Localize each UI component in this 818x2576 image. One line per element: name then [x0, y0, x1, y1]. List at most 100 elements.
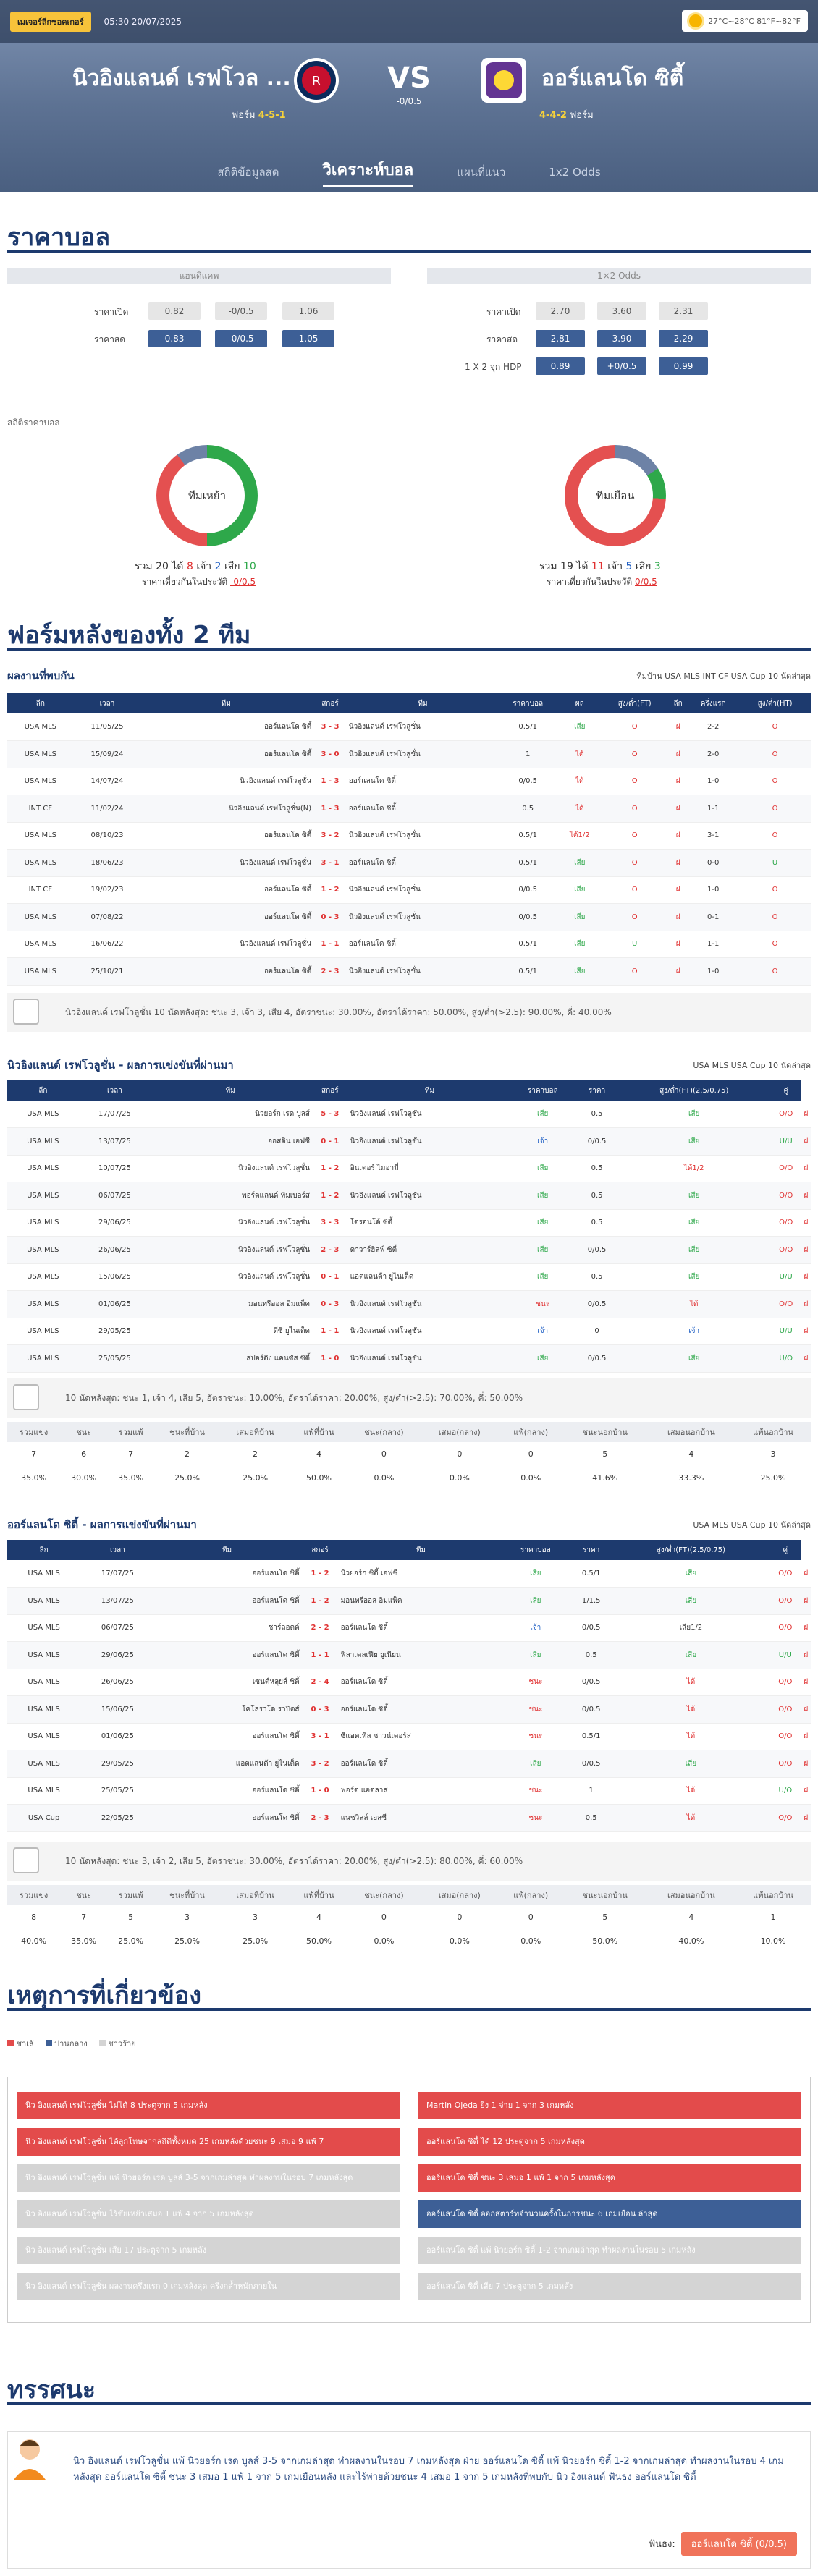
table-row[interactable]: USA MLS 29/05/25 แอตแลนต้า ยูไนเต็ด 3 - 2 ออ… [7, 1750, 811, 1778]
table-row[interactable]: USA MLS 07/08/22 ออร์แลนโด ซิตี้ 0 - 3 นิวอิ… [7, 903, 811, 931]
table-row[interactable]: USA MLS 29/06/25 ออร์แลนโด ซิตี้ 1 - 1 ฟิลาเ… [7, 1641, 811, 1669]
table-cell[interactable]: ดีซี ยูไนเต็ด [151, 1318, 311, 1345]
home-team-crest[interactable]: R [294, 58, 339, 103]
table-cell[interactable]: ออร์แลนโด ซิตี้ [348, 768, 497, 795]
odds-value[interactable]: 0.89 [536, 357, 585, 375]
table-cell[interactable]: นิวยอร์ก เรด บูลส์ [151, 1101, 311, 1128]
odds-value[interactable]: 0.83 [148, 330, 201, 347]
event-item[interactable]: ออร์แลนโด ซิตี้ ชนะ 3 เสมอ 1 แพ้ 1 จาก 5… [418, 2164, 801, 2192]
table-cell[interactable]: นิวอิงแลนด์ เรฟโวลูชั่น [151, 1263, 311, 1291]
table-cell[interactable]: ออร์แลนโด ซิตี้ [154, 1723, 300, 1750]
table-row[interactable]: USA MLS 06/07/25 พอร์ตแลนด์ ทิมเบอร์ส 1 - 2… [7, 1182, 811, 1210]
table-row[interactable]: USA MLS 15/09/24 ออร์แลนโด ซิตี้ 3 - 0 นิวอิ… [7, 740, 811, 768]
event-item[interactable]: ออร์แลนโด ซิตี้ แพ้ นิวยอร์ก ซิตี้ 1-2 จ… [418, 2237, 801, 2264]
odds-value[interactable]: -0/0.5 [215, 302, 267, 320]
table-row[interactable]: USA MLS 29/05/25 ดีซี ยูไนเต็ด 1 - 1 นิวอิงแ… [7, 1318, 811, 1345]
table-cell[interactable]: นิวอิงแลนด์ เรฟโวลูชั่น [348, 822, 497, 850]
table-row[interactable]: USA MLS 17/07/25 ออร์แลนโด ซิตี้ 1 - 2 นิวยอ… [7, 1560, 811, 1588]
table-cell[interactable]: นิวอิงแลนด์ เรฟโวลูชั่น [151, 1155, 311, 1182]
odds-value[interactable]: -0/0.5 [215, 330, 267, 347]
table-cell[interactable]: นิวอิงแลนด์ เรฟโวลูชั่น(N) [140, 795, 312, 823]
table-cell[interactable]: ชาร์ลอตต์ [154, 1614, 300, 1642]
odds-value[interactable]: 0.99 [659, 357, 708, 375]
table-cell[interactable]: นิวอิงแลนด์ เรฟโวลูชั่น [348, 876, 497, 904]
table-row[interactable]: USA MLS 18/06/23 นิวอิงแลนด์ เรฟโวลูชั่น 3 … [7, 849, 811, 877]
table-row[interactable]: INT CF 19/02/23 ออร์แลนโด ซิตี้ 1 - 2 นิวอิง… [7, 876, 811, 904]
table-row[interactable]: USA MLS 29/06/25 นิวอิงแลนด์ เรฟโวลูชั่น 3 … [7, 1209, 811, 1237]
table-row[interactable]: USA MLS 15/06/25 โคโลราโด ราปิดส์ 0 - 3 ออร์… [7, 1695, 811, 1724]
table-row[interactable]: USA Cup 22/05/25 ออร์แลนโด ซิตี้ 2 - 3 แนชวิ… [7, 1804, 811, 1832]
event-item[interactable]: นิว อิงแลนด์ เรฟโวลูชั่น ผลงานครึ่งแรก 0… [17, 2273, 400, 2300]
table-cell[interactable]: ออร์แลนโด ซิตี้ [140, 713, 312, 741]
table-cell[interactable]: ออร์แลนโด ซิตี้ [140, 903, 312, 931]
table-cell[interactable]: นิวยอร์ก ซิตี้ เอฟซี [340, 1560, 502, 1588]
odds-value[interactable]: 2.29 [659, 330, 708, 347]
table-cell[interactable]: อินเตอร์ ไมอามี่ [350, 1155, 510, 1182]
odds-value[interactable]: 0.82 [148, 302, 201, 320]
tab-1x2-odds[interactable]: 1x2 Odds [549, 165, 601, 179]
table-cell[interactable]: นิวอิงแลนด์ เรฟโวลูชั่น [348, 957, 497, 986]
table-cell[interactable]: แอตแลนต้า ยูไนเต็ด [154, 1750, 300, 1778]
event-item[interactable]: Martin Ojeda ยิง 1 จ่าย 1 จาก 3 เกมหลัง [418, 2092, 801, 2119]
table-cell[interactable]: ออร์แลนโด ซิตี้ [340, 1669, 502, 1696]
table-row[interactable]: USA MLS 26/06/25 เซนต์หลุยส์ ซิตี้ 2 - 4 ออร… [7, 1669, 811, 1696]
table-row[interactable]: USA MLS 25/05/25 สปอร์ติง แคนซัส ซิตี้ 1 - … [7, 1344, 811, 1373]
table-row[interactable]: USA MLS 01/06/25 มอนทรีออล อิมแพ็ค 0 - 3 นิว… [7, 1290, 811, 1318]
table-cell[interactable]: นิวอิงแลนด์ เรฟโวลูชั่น [350, 1344, 510, 1373]
table-cell[interactable]: มอนทรีออล อิมแพ็ค [151, 1290, 311, 1318]
event-item[interactable]: ออร์แลนโด ซิตี้ ออกสตาร์ทจำนวนครั้งในการ… [418, 2200, 801, 2228]
table-row[interactable]: USA MLS 17/07/25 นิวยอร์ก เรด บูลส์ 5 - 3 นิ… [7, 1101, 811, 1128]
table-cell[interactable]: ออร์แลนโด ซิตี้ [154, 1641, 300, 1669]
table-cell[interactable]: นิวอิงแลนด์ เรฟโวลูชั่น [350, 1182, 510, 1210]
tab-live-stats[interactable]: สถิติข้อมูลสด [217, 165, 279, 179]
table-cell[interactable]: นิวอิงแลนด์ เรฟโวลูชั่น [151, 1236, 311, 1264]
table-cell[interactable]: นิวอิงแลนด์ เรฟโวลูชั่น [350, 1101, 510, 1128]
event-item[interactable]: นิว อิงแลนด์ เรฟโวลูชั่น ได้ลูกโทษจากสถิ… [17, 2128, 400, 2156]
table-cell[interactable]: ออร์แลนโด ซิตี้ [340, 1750, 502, 1778]
table-row[interactable]: USA MLS 13/07/25 ออสติน เอฟซี 0 - 1 นิวอิงแล… [7, 1127, 811, 1156]
table-cell[interactable]: นิวอิงแลนด์ เรฟโวลูชั่น [140, 849, 312, 877]
competition-badge[interactable]: เมเจอร์ลีกซอคเกอร์ [10, 12, 91, 32]
table-cell[interactable]: ออร์แลนโด ซิตี้ [154, 1587, 300, 1615]
event-item[interactable]: นิว อิงแลนด์ เรฟโวลูชั่น ไร้ชัยเหย้าเสมอ… [17, 2200, 400, 2228]
table-cell[interactable]: ออสติน เอฟซี [151, 1127, 311, 1156]
table-row[interactable]: INT CF 11/02/24 นิวอิงแลนด์ เรฟโวลูชั่น(N)… [7, 795, 811, 823]
table-cell[interactable]: ออร์แลนโด ซิตี้ [154, 1560, 300, 1588]
table-cell[interactable]: แนชวิลล์ เอสซี [340, 1804, 502, 1832]
table-cell[interactable]: ฟอร์ต แอตลาส [340, 1777, 502, 1805]
event-item[interactable]: นิว อิงแลนด์ เรฟโวลูชั่น แพ้ นิวยอร์ก เร… [17, 2164, 400, 2192]
odds-value[interactable]: 2.31 [659, 302, 708, 320]
home-team-name[interactable]: นิวอิงแลนด์ เรฟโวล ... [72, 66, 291, 91]
table-cell[interactable]: นิวอิงแลนด์ เรฟโวลูชั่น [348, 903, 497, 931]
odds-value[interactable]: 3.60 [597, 302, 646, 320]
odds-value[interactable]: 1.05 [282, 330, 334, 347]
prediction-badge[interactable]: ออร์แลนโด ซิตี้ (0/0.5) [680, 2532, 797, 2556]
odds-value[interactable]: 3.90 [597, 330, 646, 347]
tab-analysis[interactable]: วิเคราะห์บอล [322, 157, 414, 187]
table-cell[interactable]: นิวอิงแลนด์ เรฟโวลูชั่น [350, 1318, 510, 1345]
table-cell[interactable]: ดาวาร์ฮิลฟ์ ซิตี้ [350, 1236, 510, 1264]
table-cell[interactable]: ออร์แลนโด ซิตี้ [340, 1614, 502, 1642]
table-cell[interactable]: แอตแลนต้า ยูไนเต็ด [350, 1263, 510, 1291]
table-row[interactable]: USA MLS 13/07/25 ออร์แลนโด ซิตี้ 1 - 2 มอนทร… [7, 1587, 811, 1615]
table-cell[interactable]: นิวอิงแลนด์ เรฟโวลูชั่น [348, 713, 497, 741]
table-cell[interactable]: ซีแอตเทิล ซาวน์เดอร์ส [340, 1723, 502, 1750]
event-item[interactable]: ออร์แลนโด ซิตี้ ได้ 12 ประตูจาก 5 เกมหลั… [418, 2128, 801, 2156]
away-team-crest[interactable] [481, 58, 526, 103]
table-cell[interactable]: ออร์แลนโด ซิตี้ [348, 931, 497, 958]
table-cell[interactable]: ออร์แลนโด ซิตี้ [340, 1695, 502, 1724]
event-item[interactable]: นิว อิงแลนด์ เรฟโวลูชั่น ไม่ได้ 8 ประตูจ… [17, 2092, 400, 2119]
table-cell[interactable]: นิวอิงแลนด์ เรฟโวลูชั่น [151, 1209, 311, 1237]
table-row[interactable]: USA MLS 25/05/25 ออร์แลนโด ซิตี้ 1 - 0 ฟอร์ต… [7, 1777, 811, 1805]
event-item[interactable]: นิว อิงแลนด์ เรฟโวลูชั่น เสีย 17 ประตูจา… [17, 2237, 400, 2264]
table-cell[interactable]: เซนต์หลุยส์ ซิตี้ [154, 1669, 300, 1696]
table-cell[interactable]: ออร์แลนโด ซิตี้ [140, 740, 312, 768]
away-recent-filters[interactable]: USA MLS USA Cup 10 นัดล่าสุด [693, 1520, 811, 1530]
table-cell[interactable]: นิวอิงแลนด์ เรฟโวลูชั่น [140, 768, 312, 795]
table-cell[interactable]: ออร์แลนโด ซิตี้ [348, 849, 497, 877]
odds-value[interactable]: 2.70 [536, 302, 585, 320]
table-row[interactable]: USA MLS 10/07/25 นิวอิงแลนด์ เรฟโวลูชั่น 1 … [7, 1155, 811, 1182]
home-recent-filters[interactable]: USA MLS USA Cup 10 นัดล่าสุด [693, 1061, 811, 1070]
table-cell[interactable]: ออร์แลนโด ซิตี้ [140, 822, 312, 850]
odds-value[interactable]: +0/0.5 [597, 357, 646, 375]
